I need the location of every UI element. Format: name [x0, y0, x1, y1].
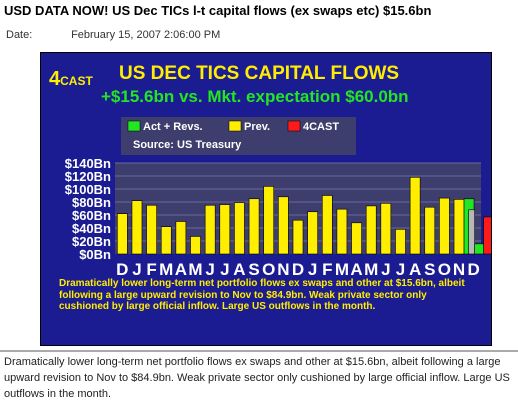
bar-prev [365, 205, 377, 255]
y-tick-label: $40Bn [72, 221, 111, 236]
bar-prev [160, 226, 172, 255]
headline: USD DATA NOW! US Dec TICs l-t capital fl… [4, 3, 432, 18]
x-tick-label: F [322, 260, 332, 279]
bar-prev [263, 186, 275, 255]
bar-consensus [468, 209, 475, 255]
bar-prev [307, 211, 318, 255]
bar-prev [351, 222, 362, 255]
source-label: Source: US Treasury [133, 139, 242, 151]
x-tick-label: S [424, 260, 435, 279]
bar-prev [439, 197, 450, 255]
legend-swatch [127, 120, 141, 132]
chart-panel: $0Bn $20Bn $40Bn $60Bn $80Bn $100Bn $120Bn $140… [40, 52, 492, 346]
x-tick-label: F [146, 260, 156, 279]
x-tick-label: J [396, 260, 405, 279]
legend-swatch [287, 120, 301, 132]
bar-prev [321, 195, 333, 255]
bar-prev [204, 204, 216, 255]
bar-prev [219, 204, 231, 255]
bar-prev [175, 221, 187, 255]
bar-prev [380, 203, 392, 255]
bar-prev [117, 213, 128, 255]
x-tick-label: J [308, 260, 317, 279]
x-tick-label: D [468, 260, 480, 279]
x-tick-label: O [262, 260, 275, 279]
brand-logo: 4CAST [49, 68, 93, 91]
x-tick-label: A [175, 260, 187, 279]
x-tick-label: N [277, 260, 289, 279]
x-tick-label: A [350, 260, 362, 279]
x-tick-label: J [132, 260, 141, 279]
y-tick-label: $0Bn [79, 247, 111, 262]
y-tick-label: $80Bn [72, 195, 111, 210]
x-tick-label: D [116, 260, 128, 279]
x-tick-label: M [335, 260, 349, 279]
x-tick-label: M [364, 260, 378, 279]
legend-label: 4CAST [303, 121, 339, 133]
bar-prev [409, 177, 421, 255]
bar-4cast [483, 216, 491, 255]
bar-prev [234, 202, 245, 255]
brand-main: 4 [49, 68, 61, 90]
date-value: February 15, 2007 2:06:00 PM [71, 29, 221, 41]
bar-prev [146, 204, 157, 255]
y-tick-label: $60Bn [72, 208, 111, 223]
chart-subtitle: +$15.6bn vs. Mkt. expectation $60.0bn [101, 87, 409, 106]
bar-prev [395, 229, 406, 255]
brand-small: CAST [60, 74, 93, 88]
y-tick-label: $140Bn [65, 156, 111, 171]
divider [0, 350, 518, 352]
bar-prev [131, 200, 143, 255]
bar-actual [474, 243, 484, 255]
bar-prev [248, 198, 260, 255]
legend-label: Act + Revs. [143, 121, 203, 133]
y-tick-label: $100Bn [65, 182, 111, 197]
x-tick-label: J [381, 260, 390, 279]
y-tick-label: $120Bn [65, 169, 111, 184]
chart-title: US DEC TICS CAPITAL FLOWS [119, 63, 400, 84]
x-tick-label: A [409, 260, 421, 279]
caption-text: Dramatically lower long-term net portfol… [4, 356, 510, 400]
x-tick-label: D [292, 260, 304, 279]
bar-prev [453, 199, 465, 255]
bar-prev [336, 208, 348, 255]
x-tick-label: J [205, 260, 214, 279]
chart-commentary: Dramatically lower long-term net portfol… [59, 278, 465, 312]
x-tick-label: O [438, 260, 451, 279]
date-label: Date: [6, 29, 33, 41]
dateline: Date: February 15, 2007 2:06:00 PM [6, 29, 220, 41]
y-tick-label: $20Bn [72, 234, 111, 249]
legend-label: Prev. [244, 121, 270, 133]
x-tick-label: S [248, 260, 259, 279]
bar-prev [278, 196, 289, 255]
x-tick-label: J [220, 260, 229, 279]
bar-prev [424, 206, 436, 255]
legend-swatch [228, 120, 242, 132]
bar-prev [190, 236, 201, 255]
x-tick-label: M [188, 260, 202, 279]
x-tick-label: N [453, 260, 465, 279]
bar-prev [292, 219, 304, 255]
bar-chart: $0Bn$20Bn$40Bn$60Bn$80Bn$100Bn$120Bn$140… [65, 117, 491, 279]
x-tick-label: M [159, 260, 173, 279]
x-tick-label: A [233, 260, 245, 279]
